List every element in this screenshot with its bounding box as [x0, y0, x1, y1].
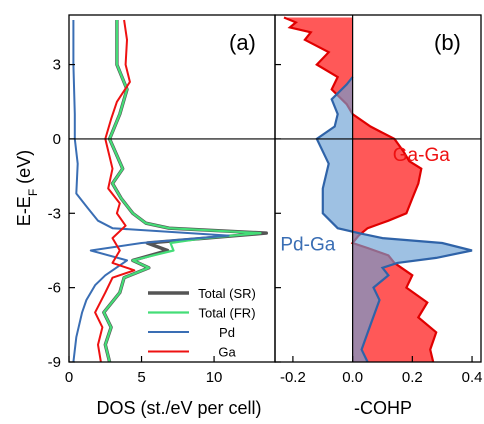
series-line-ga	[94, 19, 136, 362]
legend-label-total-fr-: Total (FR)	[198, 306, 255, 321]
series-area-pd-ga	[316, 77, 472, 362]
ylabel-unit: (eV)	[14, 150, 34, 189]
legend-label-pd: Pd	[219, 325, 235, 340]
series-line-total-fr-	[102, 20, 262, 362]
x-tick-label: 0	[65, 369, 73, 386]
panel-a-xlabel: DOS (st./eV per cell)	[96, 398, 261, 418]
panel-a-plot-area	[72, 19, 268, 362]
ylabel-subscript: F	[26, 189, 40, 196]
x-tick-label: 0.4	[462, 369, 483, 386]
y-tick-label: -3	[48, 205, 61, 222]
panel-a: Total (SR) Total (FR) Pd Ga 0 5 10 -9 -6 -3 0 3	[48, 14, 276, 386]
panel-b-xlabel: -COHP	[354, 398, 412, 418]
series-line-ga-ga	[283, 16, 438, 362]
x-tick-label: 10	[206, 369, 223, 386]
panel-b: Ga-Ga Pd-Ga -0.2 0.0 0.2 0.4	[274, 14, 482, 386]
series-line-pd-ga	[315, 76, 473, 362]
panel-a-label: (a)	[229, 30, 256, 55]
panel-b-frame	[274, 14, 482, 363]
ylabel: E-EF (eV)	[14, 150, 40, 226]
x-tick-label: 0.2	[402, 369, 423, 386]
y-tick-label: 3	[53, 57, 61, 74]
legend-label-total-sr-: Total (SR)	[198, 286, 256, 301]
x-tick-label: -0.2	[280, 369, 306, 386]
x-tick-label: 0.0	[342, 369, 363, 386]
annotation-pd-ga: Pd-Ga	[280, 234, 335, 255]
y-tick-label: -9	[48, 354, 61, 371]
x-tick-label: 5	[137, 369, 145, 386]
panel-a-x-ticks: 0 5 10	[65, 356, 223, 386]
y-tick-label: -6	[48, 280, 61, 297]
panel-b-y-ticks	[275, 63, 281, 363]
panel-b-x-ticks: -0.2 0.0 0.2 0.4	[280, 356, 482, 386]
series-area-ga-ga	[284, 17, 437, 362]
annotation-ga-ga: Ga-Ga	[393, 145, 450, 166]
legend-label-ga: Ga	[218, 345, 236, 360]
ylabel-main: E-E	[14, 196, 34, 226]
panel-b-plot-area	[283, 16, 473, 362]
y-tick-label: 0	[53, 131, 61, 148]
panel-a-y-ticks: -9 -6 -3 0 3	[48, 57, 75, 371]
panel-b-label: (b)	[434, 30, 461, 55]
legend: Total (SR) Total (FR) Pd Ga	[148, 286, 256, 360]
